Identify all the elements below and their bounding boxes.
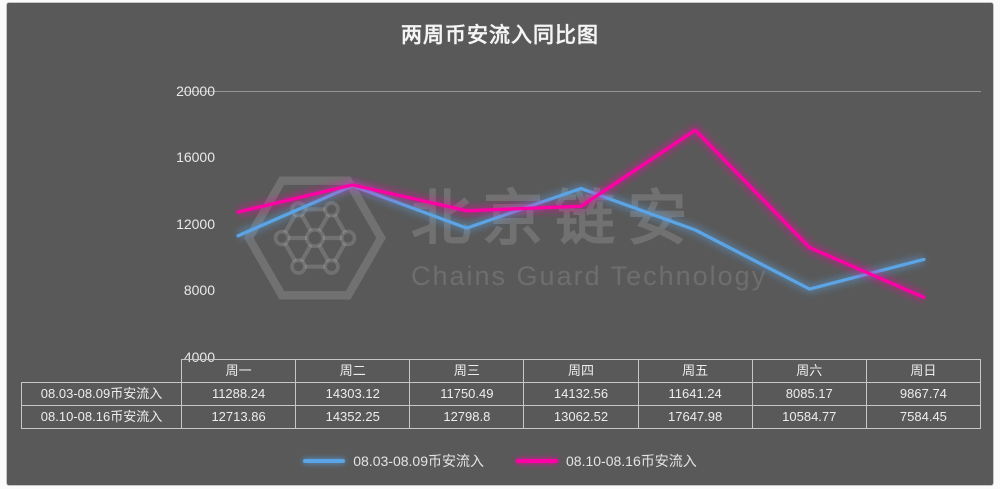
table-cell: 11750.49 <box>409 382 525 406</box>
table-cell: 7584.45 <box>865 405 982 429</box>
table-header-cell: 周二 <box>295 359 411 383</box>
legend-line-blue <box>303 459 346 463</box>
watermark-subtitle: Chains Guard Technology <box>411 261 768 291</box>
chart-title: 两周币安流入同比图 <box>401 23 599 47</box>
legend-line-magenta <box>516 459 558 463</box>
watermark: 北京链安 Chains Guard Technology <box>239 159 767 317</box>
table-cell: 14132.56 <box>523 382 639 406</box>
table-header-cell: 周三 <box>409 359 525 383</box>
table-header-cell: 周日 <box>865 359 982 383</box>
table-row: 08.03-08.09币安流入 11288.24 14303.12 11750.… <box>21 382 982 406</box>
table-cell: 11288.24 <box>180 382 297 406</box>
table-cell: 8085.17 <box>751 382 867 406</box>
table-header-cell: 周四 <box>523 359 639 383</box>
legend-item: 08.03-08.09币安流入 <box>303 451 484 471</box>
table-header-cell: 周五 <box>637 359 753 383</box>
table-header-cell: 周一 <box>180 359 297 383</box>
y-tick-label: 20000 <box>176 83 215 99</box>
table-row: 08.10-08.16币安流入 12713.86 14352.25 12798.… <box>21 405 982 429</box>
table-cell: 9867.74 <box>865 382 982 406</box>
table-cell: 12713.86 <box>180 405 297 429</box>
legend-item: 08.10-08.16币安流入 <box>516 451 697 471</box>
table-cell: 12798.8 <box>409 405 525 429</box>
table-cell: 13062.52 <box>523 405 639 429</box>
table-header-row: 周一 周二 周三 周四 周五 周六 周日 <box>22 359 982 383</box>
gridline-top <box>181 91 981 92</box>
legend: 08.03-08.09币安流入 08.10-08.16币安流入 <box>7 451 993 471</box>
table-cell: 10584.77 <box>751 405 867 429</box>
legend-label: 08.03-08.09币安流入 <box>353 453 484 469</box>
table-cell: 17647.98 <box>637 405 753 429</box>
table-cell: 11641.24 <box>637 382 753 406</box>
hexagon-network-icon <box>244 176 386 300</box>
table-cell: 14352.25 <box>295 405 411 429</box>
chart-panel: 两周币安流入同比图 20000 16000 12000 8000 4000 <box>6 2 994 486</box>
watermark-brand: 北京链安 <box>411 185 699 252</box>
y-tick-label: 8000 <box>183 282 215 298</box>
table-corner-cell <box>22 360 182 383</box>
y-tick-label: 16000 <box>176 149 215 165</box>
table-cell: 14303.12 <box>295 382 411 406</box>
watermark-text: 北京链安 Chains Guard Technology <box>411 184 767 292</box>
row-label: 08.10-08.16币安流入 <box>21 405 182 429</box>
data-table: 周一 周二 周三 周四 周五 周六 周日 08.03-08.09币安流入 112… <box>21 359 982 429</box>
row-label: 08.03-08.09币安流入 <box>21 382 182 406</box>
legend-label: 08.10-08.16币安流入 <box>566 453 697 469</box>
table-header-cell: 周六 <box>751 359 867 383</box>
y-tick-label: 12000 <box>176 216 215 232</box>
